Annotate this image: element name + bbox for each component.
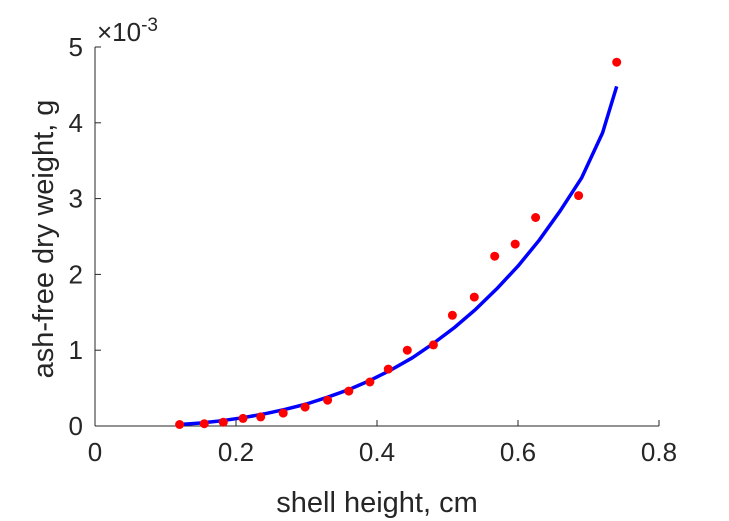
data-point [490, 251, 500, 261]
y-exponent-base: ×10 [97, 17, 141, 47]
data-point [402, 345, 412, 355]
y-exponent-power: -3 [141, 15, 158, 36]
data-point [300, 402, 310, 412]
data-point [199, 419, 209, 429]
data-point [531, 213, 541, 222]
x-axis-label: shell height, cm [276, 487, 478, 519]
data-point [344, 386, 354, 396]
data-point [218, 417, 228, 427]
fit-curve [179, 85, 619, 427]
y-exponent-label: ×10-3 [97, 15, 158, 47]
data-point [278, 408, 288, 418]
data-point [447, 310, 457, 320]
data-point [612, 57, 622, 67]
data-point [256, 412, 266, 422]
x-tick-label: 0.4 [359, 437, 395, 467]
data-point [428, 340, 438, 350]
data-point [323, 395, 333, 405]
y-tick-label: 2 [69, 259, 83, 289]
y-tick-label: 4 [69, 108, 83, 138]
series-layer [175, 57, 622, 429]
y-tick-label: 0 [69, 411, 83, 441]
data-point [469, 292, 479, 302]
x-tick-label: 0.2 [218, 437, 254, 467]
y-tick-label: 3 [69, 184, 83, 214]
axes: 0 0.2 0.4 0.6 0.8 0 1 2 3 4 5 [69, 32, 678, 467]
x-tick-label: 0 [88, 437, 102, 467]
data-point [238, 413, 248, 423]
data-point [383, 364, 393, 374]
x-tick-label: 0.6 [500, 437, 536, 467]
data-point [574, 191, 584, 201]
y-tick-label: 1 [69, 335, 83, 365]
data-point [365, 377, 375, 387]
data-point [510, 239, 520, 249]
x-tick-label: 0.8 [641, 437, 677, 467]
y-axis-label: ash-free dry weight, g [28, 100, 60, 379]
y-tick-label: 5 [69, 32, 83, 62]
data-point [175, 420, 185, 429]
